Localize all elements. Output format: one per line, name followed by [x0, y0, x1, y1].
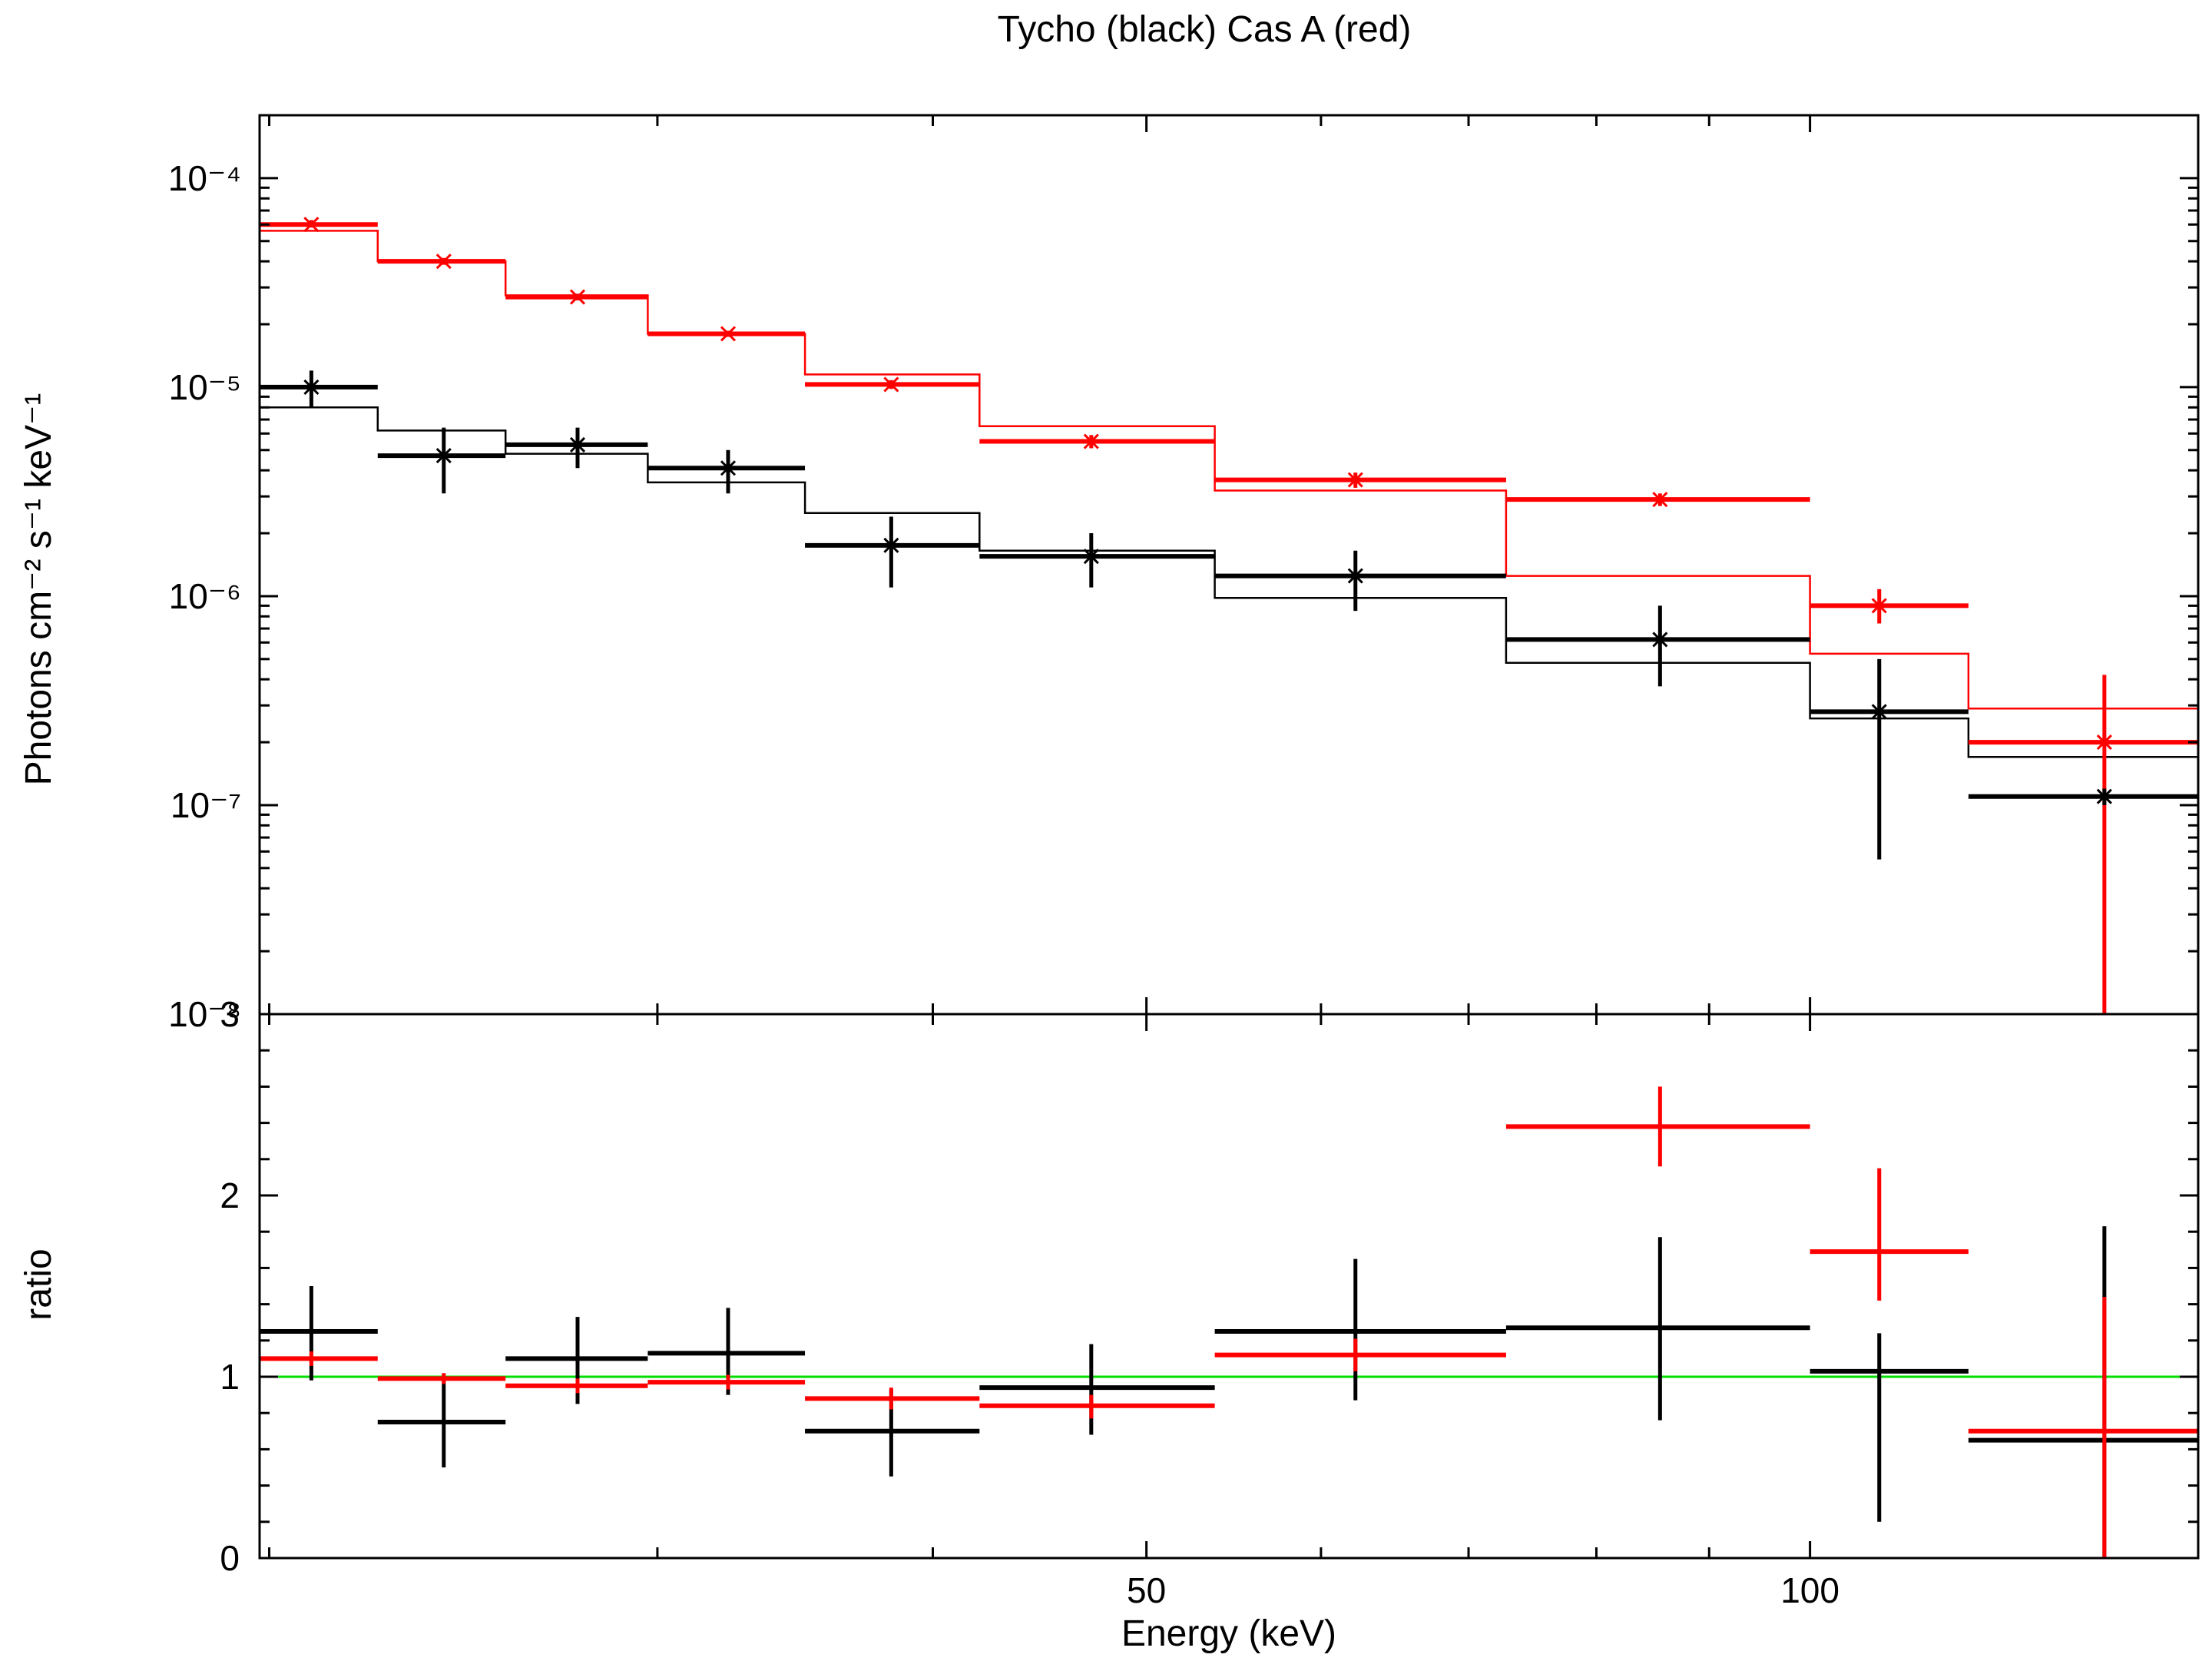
y-tick-label-ratio: 0: [220, 1538, 240, 1578]
data-point-casa-marker: [1083, 433, 1099, 449]
data-point-tycho-marker: [2096, 788, 2112, 804]
y-tick-label-spectrum: 10⁻⁵: [168, 367, 241, 407]
y-tick-label-ratio: 2: [220, 1175, 240, 1215]
data-point-tycho-marker: [1871, 704, 1887, 720]
y-tick-label-ratio: 3: [220, 994, 240, 1034]
model-step-tycho: [260, 406, 2198, 758]
chart-title: Tycho (black) Cas A (red): [998, 9, 1412, 50]
data-point-tycho-marker: [569, 436, 586, 453]
data-point-casa-marker: [1871, 598, 1887, 614]
data-point-tycho-marker: [303, 379, 320, 395]
data-point-tycho-marker: [1347, 568, 1363, 584]
data-point-tycho-marker: [883, 537, 899, 553]
data-point-casa-marker: [1652, 492, 1668, 508]
y-axis-label-ratio: ratio: [18, 1248, 59, 1320]
y-tick-label-spectrum: 10⁻⁴: [168, 158, 241, 198]
y-axis-label-spectrum: Photons cm⁻² s⁻¹ keV⁻¹: [18, 393, 59, 786]
x-tick-label: 50: [1127, 1570, 1166, 1610]
x-axis-label: Energy (keV): [1121, 1613, 1336, 1654]
data-point-tycho-marker: [720, 460, 737, 476]
data-point-casa-marker: [303, 217, 320, 233]
data-point-casa-marker: [435, 254, 452, 270]
data-point-tycho-marker: [1652, 632, 1668, 648]
x-tick-label: 100: [1780, 1570, 1839, 1610]
model-step-casa: [260, 230, 2198, 710]
ratio-plot-frame: [258, 1013, 2200, 1560]
y-tick-label-spectrum: 10⁻⁷: [171, 785, 241, 825]
data-point-tycho-marker: [435, 448, 452, 464]
data-point-casa-marker: [883, 376, 899, 393]
y-tick-label-spectrum: 10⁻⁶: [169, 576, 241, 616]
data-point-casa-marker: [2096, 734, 2112, 751]
spectrum-plot-frame: [258, 114, 2200, 1016]
y-tick-label-ratio: 1: [220, 1357, 240, 1397]
data-point-tycho-marker: [1083, 549, 1099, 565]
data-point-casa-marker: [1347, 472, 1363, 488]
y-tick-label-spectrum: 10⁻⁸: [168, 994, 241, 1034]
data-point-casa-marker: [569, 289, 586, 305]
data-point-casa-marker: [720, 326, 737, 342]
